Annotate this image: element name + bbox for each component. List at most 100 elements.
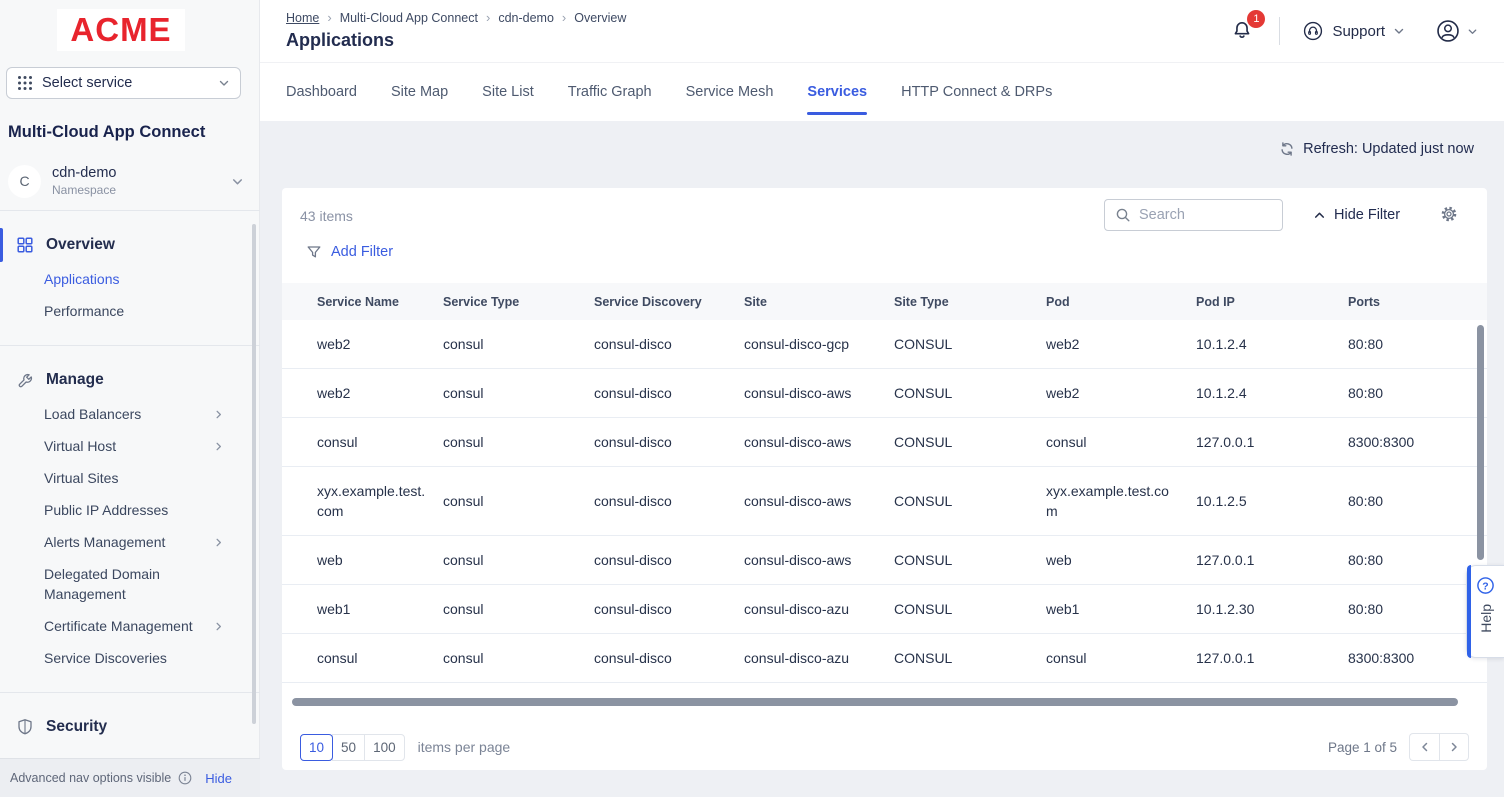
breadcrumb-item-home[interactable]: Home: [286, 11, 319, 25]
sidebar-item-service-discoveries[interactable]: Service Discoveries: [0, 642, 260, 674]
shield-icon: [16, 718, 34, 736]
sidebar-item-performance[interactable]: Performance: [0, 295, 260, 327]
search-icon: [1115, 207, 1131, 223]
column-header-ports[interactable]: Ports: [1348, 283, 1487, 320]
chevron-down-icon: [218, 77, 230, 89]
page-size-100[interactable]: 100: [364, 734, 405, 761]
cell-service-name: consul: [282, 418, 443, 467]
cell-ports: 8300:8300: [1348, 418, 1487, 467]
support-menu[interactable]: Support: [1302, 20, 1405, 42]
table-vertical-scrollbar[interactable]: [1477, 325, 1484, 560]
sidebar-item-applications[interactable]: Applications: [0, 263, 260, 295]
namespace-selector[interactable]: C cdn-demo Namespace: [0, 158, 260, 204]
sidebar-item-alerts-management[interactable]: Alerts Management: [0, 526, 260, 558]
search-input[interactable]: [1139, 207, 1272, 223]
notifications-button[interactable]: 1: [1227, 16, 1257, 46]
tab-service-mesh[interactable]: Service Mesh: [686, 63, 774, 121]
topbar-divider: [1279, 17, 1280, 45]
breadcrumb-item-overview[interactable]: Overview: [574, 11, 626, 25]
previous-page-button[interactable]: [1409, 733, 1439, 761]
table-row[interactable]: web1consulconsul-discoconsul-disco-azuCO…: [282, 585, 1487, 634]
sidebar-item-load-balancers[interactable]: Load Balancers: [0, 398, 260, 430]
hide-filter-button[interactable]: Hide Filter: [1313, 199, 1400, 231]
breadcrumb: Home›Multi-Cloud App Connect›cdn-demo›Ov…: [286, 10, 626, 25]
tab-services[interactable]: Services: [807, 63, 867, 121]
page-size-10[interactable]: 10: [300, 734, 333, 761]
cell-service-type: consul: [443, 536, 594, 585]
add-filter-label: Add Filter: [331, 244, 393, 260]
sidebar-item-manage[interactable]: Manage: [0, 362, 260, 398]
cell-site-type: CONSUL: [894, 320, 1046, 369]
cell-pod: web2: [1046, 320, 1196, 369]
sidebar-item-overview[interactable]: Overview: [0, 227, 260, 263]
column-header-service-name[interactable]: Service Name: [282, 283, 443, 320]
nav-item-label: Applications: [44, 269, 120, 289]
column-header-pod-ip[interactable]: Pod IP: [1196, 283, 1348, 320]
table-settings-button[interactable]: [1440, 205, 1458, 223]
cell-service-discovery: consul-disco: [594, 585, 744, 634]
overview-grid-icon: [16, 236, 34, 254]
breadcrumb-item-cdn-demo[interactable]: cdn-demo: [498, 11, 554, 25]
column-header-site-type[interactable]: Site Type: [894, 283, 1046, 320]
breadcrumb-item-multi-cloud-app-connect[interactable]: Multi-Cloud App Connect: [340, 11, 478, 25]
items-per-page-label: items per page: [418, 739, 511, 755]
sidebar-item-public-ip-addresses[interactable]: Public IP Addresses: [0, 494, 260, 526]
tab-site-list[interactable]: Site List: [482, 63, 534, 121]
page-size-50[interactable]: 50: [332, 734, 365, 761]
active-indicator: [0, 228, 3, 262]
cell-service-discovery: consul-disco: [594, 418, 744, 467]
next-page-button[interactable]: [1439, 733, 1469, 761]
tab-dashboard[interactable]: Dashboard: [286, 63, 357, 121]
page-title: Applications: [286, 30, 394, 51]
hide-advanced-nav-link[interactable]: Hide: [205, 771, 232, 786]
product-title: Multi-Cloud App Connect: [8, 123, 205, 142]
sidebar: ACME Select service Multi-Cloud App Conn…: [0, 0, 260, 797]
sidebar-item-certificate-management[interactable]: Certificate Management: [0, 610, 260, 642]
cell-ports: 80:80: [1348, 467, 1487, 536]
acme-logo: ACME: [57, 9, 185, 51]
page-size-group: 1050100: [300, 734, 405, 761]
chevron-up-icon: [1313, 209, 1326, 222]
table-horizontal-scrollbar[interactable]: [292, 698, 1458, 706]
chevron-down-icon: [1467, 26, 1478, 37]
cell-service-discovery: consul-disco: [594, 320, 744, 369]
column-header-service-type[interactable]: Service Type: [443, 283, 594, 320]
cell-site: consul-disco-azu: [744, 634, 894, 683]
sidebar-item-virtual-sites[interactable]: Virtual Sites: [0, 462, 260, 494]
nav-item-label: Performance: [44, 301, 124, 321]
account-menu[interactable]: [1435, 18, 1478, 44]
sidebar-item-virtual-host[interactable]: Virtual Host: [0, 430, 260, 462]
column-header-service-discovery[interactable]: Service Discovery: [594, 283, 744, 320]
sidebar-scrollbar[interactable]: [252, 224, 256, 724]
cell-service-name: consul: [282, 634, 443, 683]
tab-traffic-graph[interactable]: Traffic Graph: [568, 63, 652, 121]
cell-service-type: consul: [443, 634, 594, 683]
pagination-bar: 1050100 items per page Page 1 of 5: [300, 732, 1469, 762]
tab-site-map[interactable]: Site Map: [391, 63, 448, 121]
sidebar-item-security[interactable]: Security: [0, 709, 260, 745]
table-row[interactable]: consulconsulconsul-discoconsul-disco-azu…: [282, 634, 1487, 683]
cell-pod: consul: [1046, 634, 1196, 683]
chevron-right-icon: [213, 537, 224, 548]
table-row[interactable]: web2consulconsul-discoconsul-disco-awsCO…: [282, 369, 1487, 418]
cell-service-discovery: consul-disco: [594, 369, 744, 418]
column-header-site[interactable]: Site: [744, 283, 894, 320]
table-row[interactable]: web2consulconsul-discoconsul-disco-gcpCO…: [282, 320, 1487, 369]
service-selector[interactable]: Select service: [6, 67, 241, 99]
sidebar-item-delegated-domain-management[interactable]: Delegated Domain Management: [0, 558, 260, 610]
cell-service-name: web2: [282, 320, 443, 369]
table-row[interactable]: xyx.example.test.comconsulconsul-discoco…: [282, 467, 1487, 536]
account-icon: [1435, 18, 1461, 44]
gear-icon: [1440, 205, 1458, 223]
add-filter-button[interactable]: Add Filter: [306, 244, 393, 260]
table-row[interactable]: webconsulconsul-discoconsul-disco-awsCON…: [282, 536, 1487, 585]
help-tab[interactable]: ? Help: [1466, 565, 1504, 658]
column-header-pod[interactable]: Pod: [1046, 283, 1196, 320]
tab-http-connect-drps[interactable]: HTTP Connect & DRPs: [901, 63, 1052, 121]
logo-text: ACME: [70, 11, 171, 49]
nav-item-label: Alerts Management: [44, 532, 165, 552]
cell-service-name: web1: [282, 585, 443, 634]
refresh-button[interactable]: Refresh: Updated just now: [1279, 141, 1474, 157]
cell-service-discovery: consul-disco: [594, 467, 744, 536]
table-row[interactable]: consulconsulconsul-discoconsul-disco-aws…: [282, 418, 1487, 467]
